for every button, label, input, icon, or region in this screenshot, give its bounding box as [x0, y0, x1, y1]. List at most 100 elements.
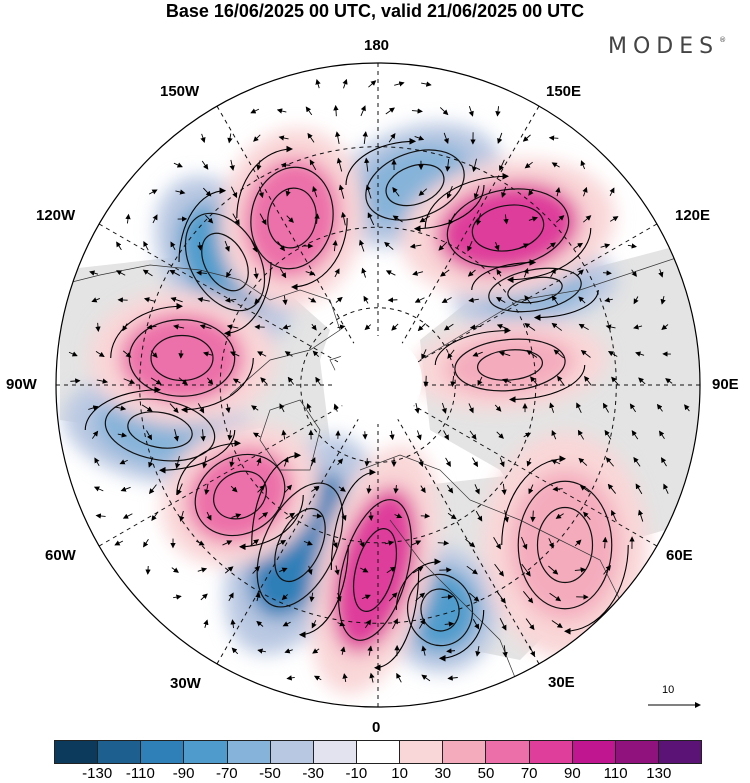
wind-arrow	[552, 486, 563, 492]
wind-arrow	[94, 457, 100, 467]
wind-arrow	[173, 324, 185, 330]
wind-arrow	[418, 457, 424, 467]
wind-arrow	[414, 297, 425, 303]
wind-arrow	[260, 377, 268, 385]
wind-arrow	[551, 162, 560, 168]
wind-arrow	[446, 648, 456, 654]
wind-arrow	[519, 243, 530, 249]
wind-arrow	[308, 297, 317, 303]
wind-arrow	[359, 538, 365, 548]
wind-arrow	[284, 484, 293, 494]
wind-arrow	[197, 567, 208, 573]
wind-arrow	[229, 351, 240, 357]
colorbar-tick-label: -50	[259, 765, 281, 782]
wind-arrow	[314, 213, 320, 224]
wind-arrow	[528, 484, 534, 495]
wind-arrow	[341, 511, 347, 521]
pole-cap	[334, 336, 422, 424]
wind-arrow	[89, 270, 99, 276]
wind-arrow	[281, 594, 288, 601]
contour-line	[184, 212, 266, 312]
streamline	[176, 439, 242, 496]
wind-arrow	[556, 215, 565, 223]
wind-arrow	[257, 648, 266, 654]
wind-arrow	[366, 484, 372, 494]
contour-line	[488, 267, 582, 313]
wind-arrow	[332, 538, 338, 549]
map-boundary	[55, 62, 701, 708]
anomaly-contours	[104, 149, 613, 647]
wind-arrow	[334, 268, 340, 278]
contour-line	[471, 204, 545, 252]
streamline	[298, 544, 349, 638]
wind-arrow	[580, 349, 591, 358]
wind-arrow	[230, 619, 236, 629]
wind-arrow	[279, 567, 288, 573]
wind-arrow	[658, 269, 664, 278]
wind-arrow	[469, 592, 480, 602]
wind-arrow	[661, 324, 669, 331]
wind-arrow	[550, 268, 556, 278]
wind-arrow	[200, 429, 206, 442]
wind-arrow	[143, 241, 149, 251]
wind-arrow	[526, 349, 538, 358]
wind-arrow	[249, 539, 260, 547]
colorbar-tick-label: 110	[603, 765, 628, 782]
wind-arrow	[610, 216, 619, 222]
longitude-label-120w: 120W	[36, 207, 76, 224]
wind-arrow	[286, 675, 295, 681]
wind-arrow	[633, 456, 641, 467]
wind-arrow	[443, 323, 454, 331]
wind-arrow	[496, 590, 506, 604]
wind-arrow	[584, 375, 592, 386]
contour-line	[338, 499, 412, 641]
wind-arrow	[627, 243, 637, 249]
wind-arrow	[359, 239, 365, 252]
wind-arrow	[200, 593, 208, 601]
wind-arrow	[447, 512, 457, 520]
wind-arrow	[414, 135, 425, 141]
wind-arrow	[384, 241, 394, 250]
wind-arrow	[96, 378, 109, 384]
wind-arrow	[285, 512, 296, 520]
wind-arrow	[307, 565, 313, 575]
wind-arrow	[199, 324, 212, 330]
wind-arrow	[125, 213, 131, 224]
wind-arrow	[340, 646, 346, 655]
wind-arrow	[179, 510, 185, 522]
wind-arrow	[549, 592, 562, 602]
wind-arrow	[384, 540, 394, 546]
streamline	[330, 468, 377, 571]
wind-arrow	[195, 540, 205, 546]
wind-arrow	[445, 159, 451, 172]
colorbar-tick-label: -70	[215, 765, 238, 782]
wind-arrow	[475, 510, 483, 522]
wind-arrow	[499, 159, 505, 172]
contour-line	[267, 187, 317, 249]
streamline	[413, 184, 485, 232]
anomaly-core	[120, 313, 244, 403]
wind-arrow	[391, 323, 399, 331]
wind-arrow	[282, 621, 291, 627]
wind-arrow	[279, 268, 287, 279]
colorbar-tick-label: 10	[391, 765, 408, 782]
wind-arrow	[175, 455, 181, 469]
contour-line	[194, 453, 286, 537]
wind-arrow	[446, 185, 453, 199]
colorbar-box	[658, 741, 702, 763]
streamline	[223, 261, 272, 337]
wind-arrow	[528, 188, 534, 196]
wind-arrow	[252, 565, 261, 574]
wind-arrow	[529, 645, 535, 657]
wind-arrow	[445, 457, 451, 467]
wind-arrow	[524, 322, 536, 331]
contour-line	[476, 349, 544, 381]
wind-arrow	[335, 131, 341, 145]
wind-arrow	[342, 78, 348, 89]
wind-arrow	[251, 405, 259, 411]
wind-arrow	[555, 186, 561, 197]
wind-arrow	[152, 214, 158, 224]
wind-arrow	[122, 350, 132, 358]
streamline	[471, 259, 537, 291]
contour-line	[274, 507, 326, 583]
